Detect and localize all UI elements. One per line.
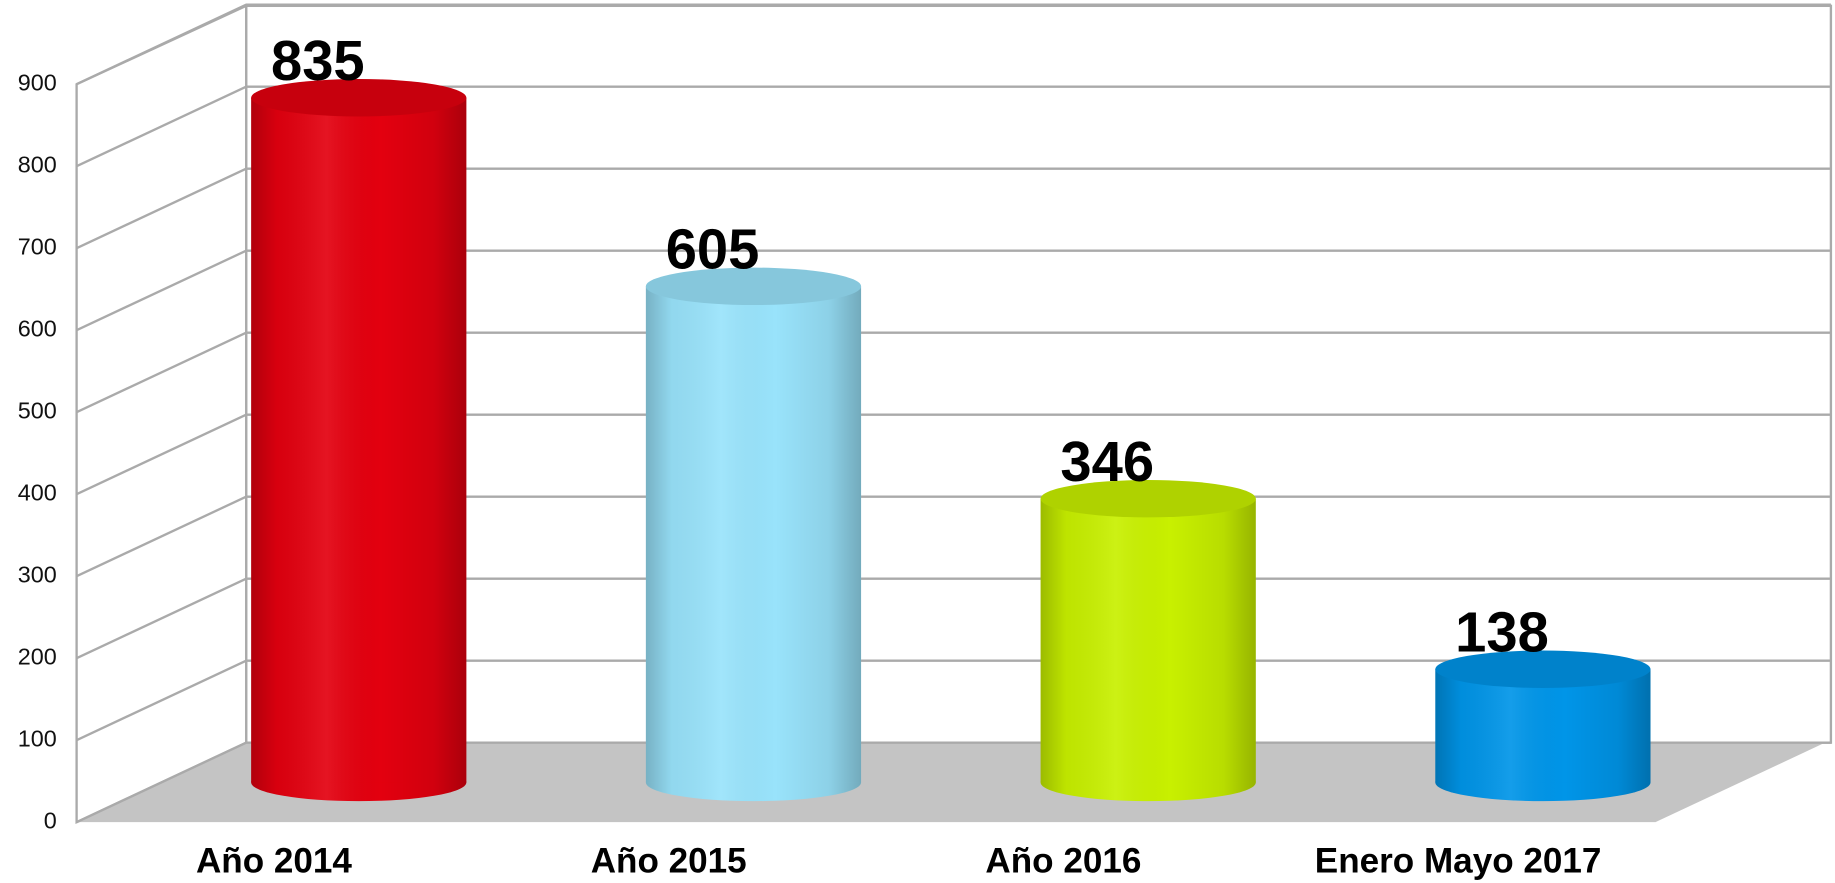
y-tick-label: 700: [18, 233, 57, 259]
cylinder-top: [1435, 650, 1651, 688]
y-tick-label: 100: [18, 725, 57, 751]
y-tick-label: 400: [18, 479, 57, 505]
grid-line: [76, 577, 1831, 660]
cylinder-top: [251, 79, 467, 117]
cylinder-top: [1040, 479, 1256, 518]
data-label: 835: [271, 29, 365, 92]
grid-line: [76, 167, 1831, 250]
grid-line: [76, 85, 1831, 168]
bar-shade: [645, 286, 862, 783]
grid-line: [76, 331, 1831, 414]
y-tick-label: 200: [18, 643, 57, 669]
cylinder-top-shade: [645, 267, 862, 306]
y-tick-label: 800: [18, 151, 57, 177]
bar-shade: [1435, 669, 1651, 783]
x-tick-label: Año 2016: [985, 841, 1141, 880]
grid-line: [76, 413, 1831, 496]
y-tick-label: 900: [18, 69, 57, 95]
cylinder-top-shade: [1040, 479, 1256, 518]
data-label: 138: [1455, 600, 1549, 663]
data-label: 346: [1060, 430, 1154, 493]
cylinder-top-shade: [1435, 650, 1651, 688]
grid-line: [76, 659, 1831, 742]
grid-line: [76, 741, 1831, 824]
x-tick-label: Enero Mayo 2017: [1315, 841, 1602, 880]
x-tick-label: Año 2015: [591, 841, 747, 880]
grid-line: [76, 495, 1831, 578]
bar-shade: [1040, 498, 1256, 783]
x-tick-label: Año 2014: [196, 841, 352, 880]
back-wall: [245, 4, 1833, 744]
y-tick-label: 600: [18, 315, 57, 341]
y-tick-label: 500: [18, 397, 57, 423]
grid-line: [76, 249, 1831, 332]
data-label: 605: [666, 217, 760, 280]
y-tick-label: 0: [44, 807, 57, 833]
floor: [76, 742, 1826, 823]
grid-line: [76, 3, 1831, 86]
cylinder-top: [645, 267, 862, 306]
y-tick-label: 300: [18, 561, 57, 587]
bar-shade: [251, 97, 467, 783]
cylinder-top-shade: [251, 79, 467, 117]
